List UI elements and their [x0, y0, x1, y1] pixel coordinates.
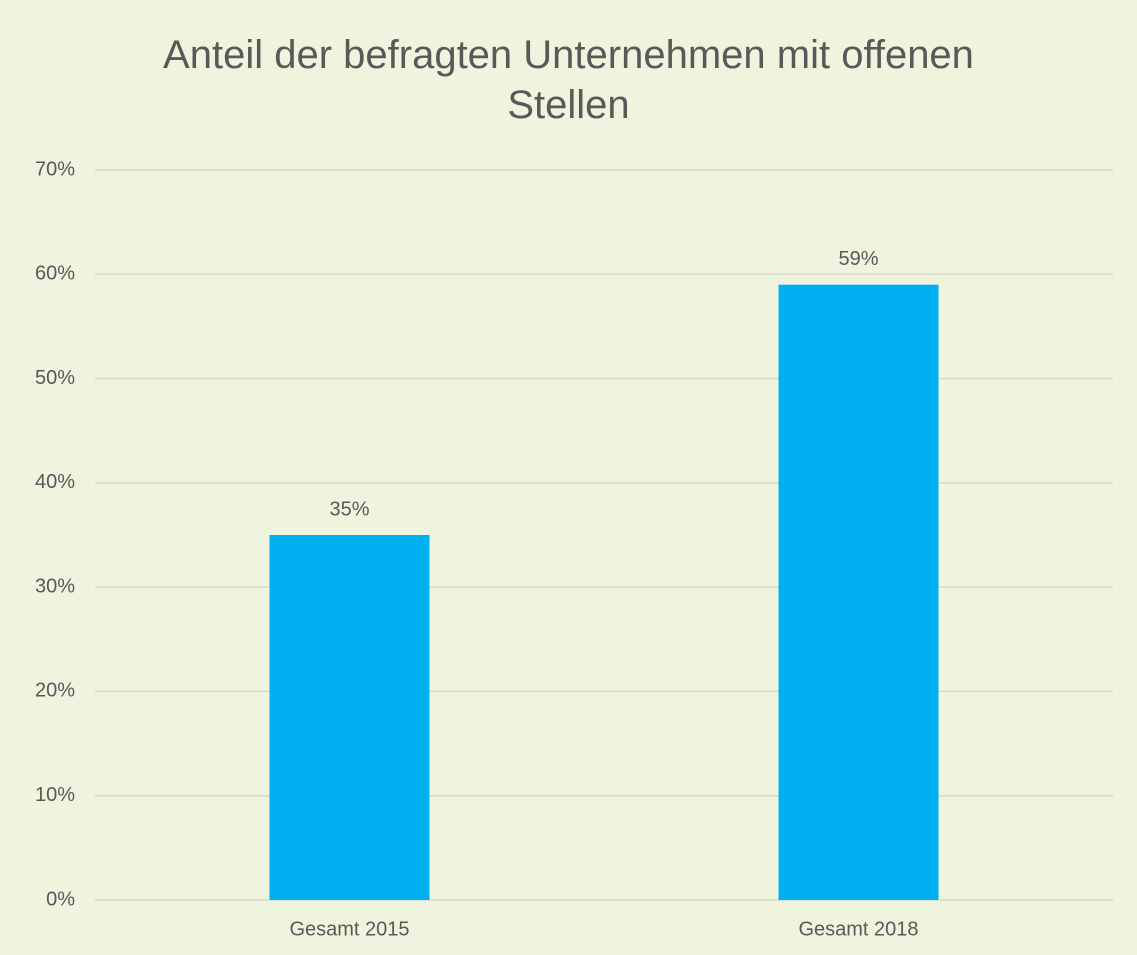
bar — [778, 284, 939, 900]
y-tick-label: 50% — [35, 367, 75, 389]
data-label: 35% — [329, 498, 369, 520]
y-tick-label: 20% — [35, 680, 75, 702]
y-tick-label: 10% — [35, 784, 75, 806]
data-label: 59% — [838, 248, 878, 270]
x-tick-label: Gesamt 2018 — [798, 918, 918, 940]
y-tick-label: 60% — [35, 263, 75, 285]
x-tick-label: Gesamt 2015 — [289, 918, 409, 940]
y-tick-label: 40% — [35, 471, 75, 493]
y-tick-label: 0% — [46, 888, 75, 910]
title-box: Anteil der befragten Unternehmen mit off… — [0, 30, 1137, 130]
chart-title: Anteil der befragten Unternehmen mit off… — [163, 33, 974, 127]
bar — [269, 535, 430, 900]
y-tick-label: 70% — [35, 158, 75, 180]
y-tick-label: 30% — [35, 575, 75, 597]
